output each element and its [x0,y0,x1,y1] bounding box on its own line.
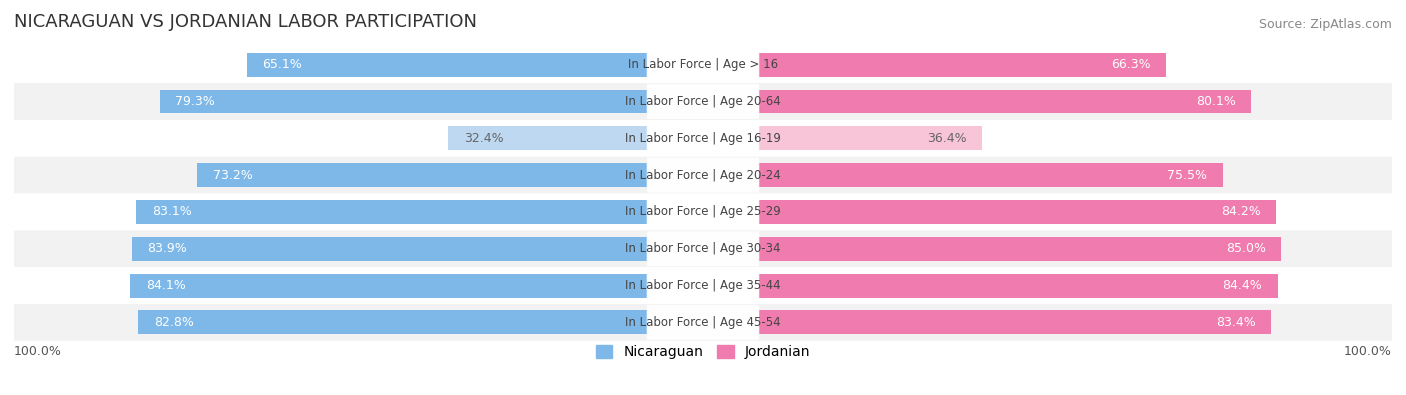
FancyBboxPatch shape [14,83,1392,120]
FancyBboxPatch shape [647,268,759,303]
Text: 83.4%: 83.4% [1216,316,1256,329]
Text: In Labor Force | Age > 16: In Labor Force | Age > 16 [628,58,778,71]
Bar [160,90,648,113]
FancyBboxPatch shape [14,267,1392,304]
Text: 75.5%: 75.5% [1167,169,1208,182]
FancyBboxPatch shape [647,194,759,229]
FancyBboxPatch shape [14,120,1392,157]
Bar [138,310,648,334]
FancyBboxPatch shape [647,84,759,119]
Bar [449,126,648,150]
FancyBboxPatch shape [14,304,1392,341]
Text: 84.1%: 84.1% [146,279,186,292]
Bar [758,163,1223,187]
FancyBboxPatch shape [647,305,759,340]
Text: In Labor Force | Age 20-64: In Labor Force | Age 20-64 [626,95,780,108]
Text: 100.0%: 100.0% [1344,344,1392,357]
Text: 85.0%: 85.0% [1226,242,1265,255]
Text: In Labor Force | Age 30-34: In Labor Force | Age 30-34 [626,242,780,255]
Bar [132,237,648,261]
Bar [758,237,1281,261]
Legend: Nicaraguan, Jordanian: Nicaraguan, Jordanian [591,340,815,365]
Bar [247,53,648,77]
FancyBboxPatch shape [647,158,759,193]
Text: 36.4%: 36.4% [928,132,967,145]
Bar [758,53,1166,77]
Text: 84.2%: 84.2% [1222,205,1261,218]
Text: 65.1%: 65.1% [263,58,302,71]
Text: In Labor Force | Age 25-29: In Labor Force | Age 25-29 [626,205,780,218]
Text: 84.4%: 84.4% [1222,279,1263,292]
Text: 82.8%: 82.8% [153,316,194,329]
Bar [758,274,1278,297]
Text: 32.4%: 32.4% [464,132,503,145]
Bar [136,200,648,224]
Text: In Labor Force | Age 16-19: In Labor Force | Age 16-19 [626,132,780,145]
FancyBboxPatch shape [14,194,1392,230]
Text: 83.9%: 83.9% [146,242,187,255]
FancyBboxPatch shape [647,121,759,156]
Bar [197,163,648,187]
Bar [758,200,1277,224]
Text: In Labor Force | Age 35-44: In Labor Force | Age 35-44 [626,279,780,292]
Text: 79.3%: 79.3% [176,95,215,108]
Text: 83.1%: 83.1% [152,205,191,218]
Text: 73.2%: 73.2% [212,169,253,182]
FancyBboxPatch shape [14,46,1392,83]
Text: In Labor Force | Age 45-54: In Labor Force | Age 45-54 [626,316,780,329]
Text: Source: ZipAtlas.com: Source: ZipAtlas.com [1258,18,1392,31]
Text: NICARAGUAN VS JORDANIAN LABOR PARTICIPATION: NICARAGUAN VS JORDANIAN LABOR PARTICIPAT… [14,13,477,31]
Text: 100.0%: 100.0% [14,344,62,357]
Text: 80.1%: 80.1% [1197,95,1236,108]
Text: In Labor Force | Age 20-24: In Labor Force | Age 20-24 [626,169,780,182]
FancyBboxPatch shape [647,47,759,82]
Bar [758,310,1271,334]
FancyBboxPatch shape [14,230,1392,267]
Bar [131,274,648,297]
FancyBboxPatch shape [14,157,1392,194]
FancyBboxPatch shape [647,231,759,266]
Text: 66.3%: 66.3% [1111,58,1150,71]
Bar [758,90,1251,113]
Bar [758,126,983,150]
